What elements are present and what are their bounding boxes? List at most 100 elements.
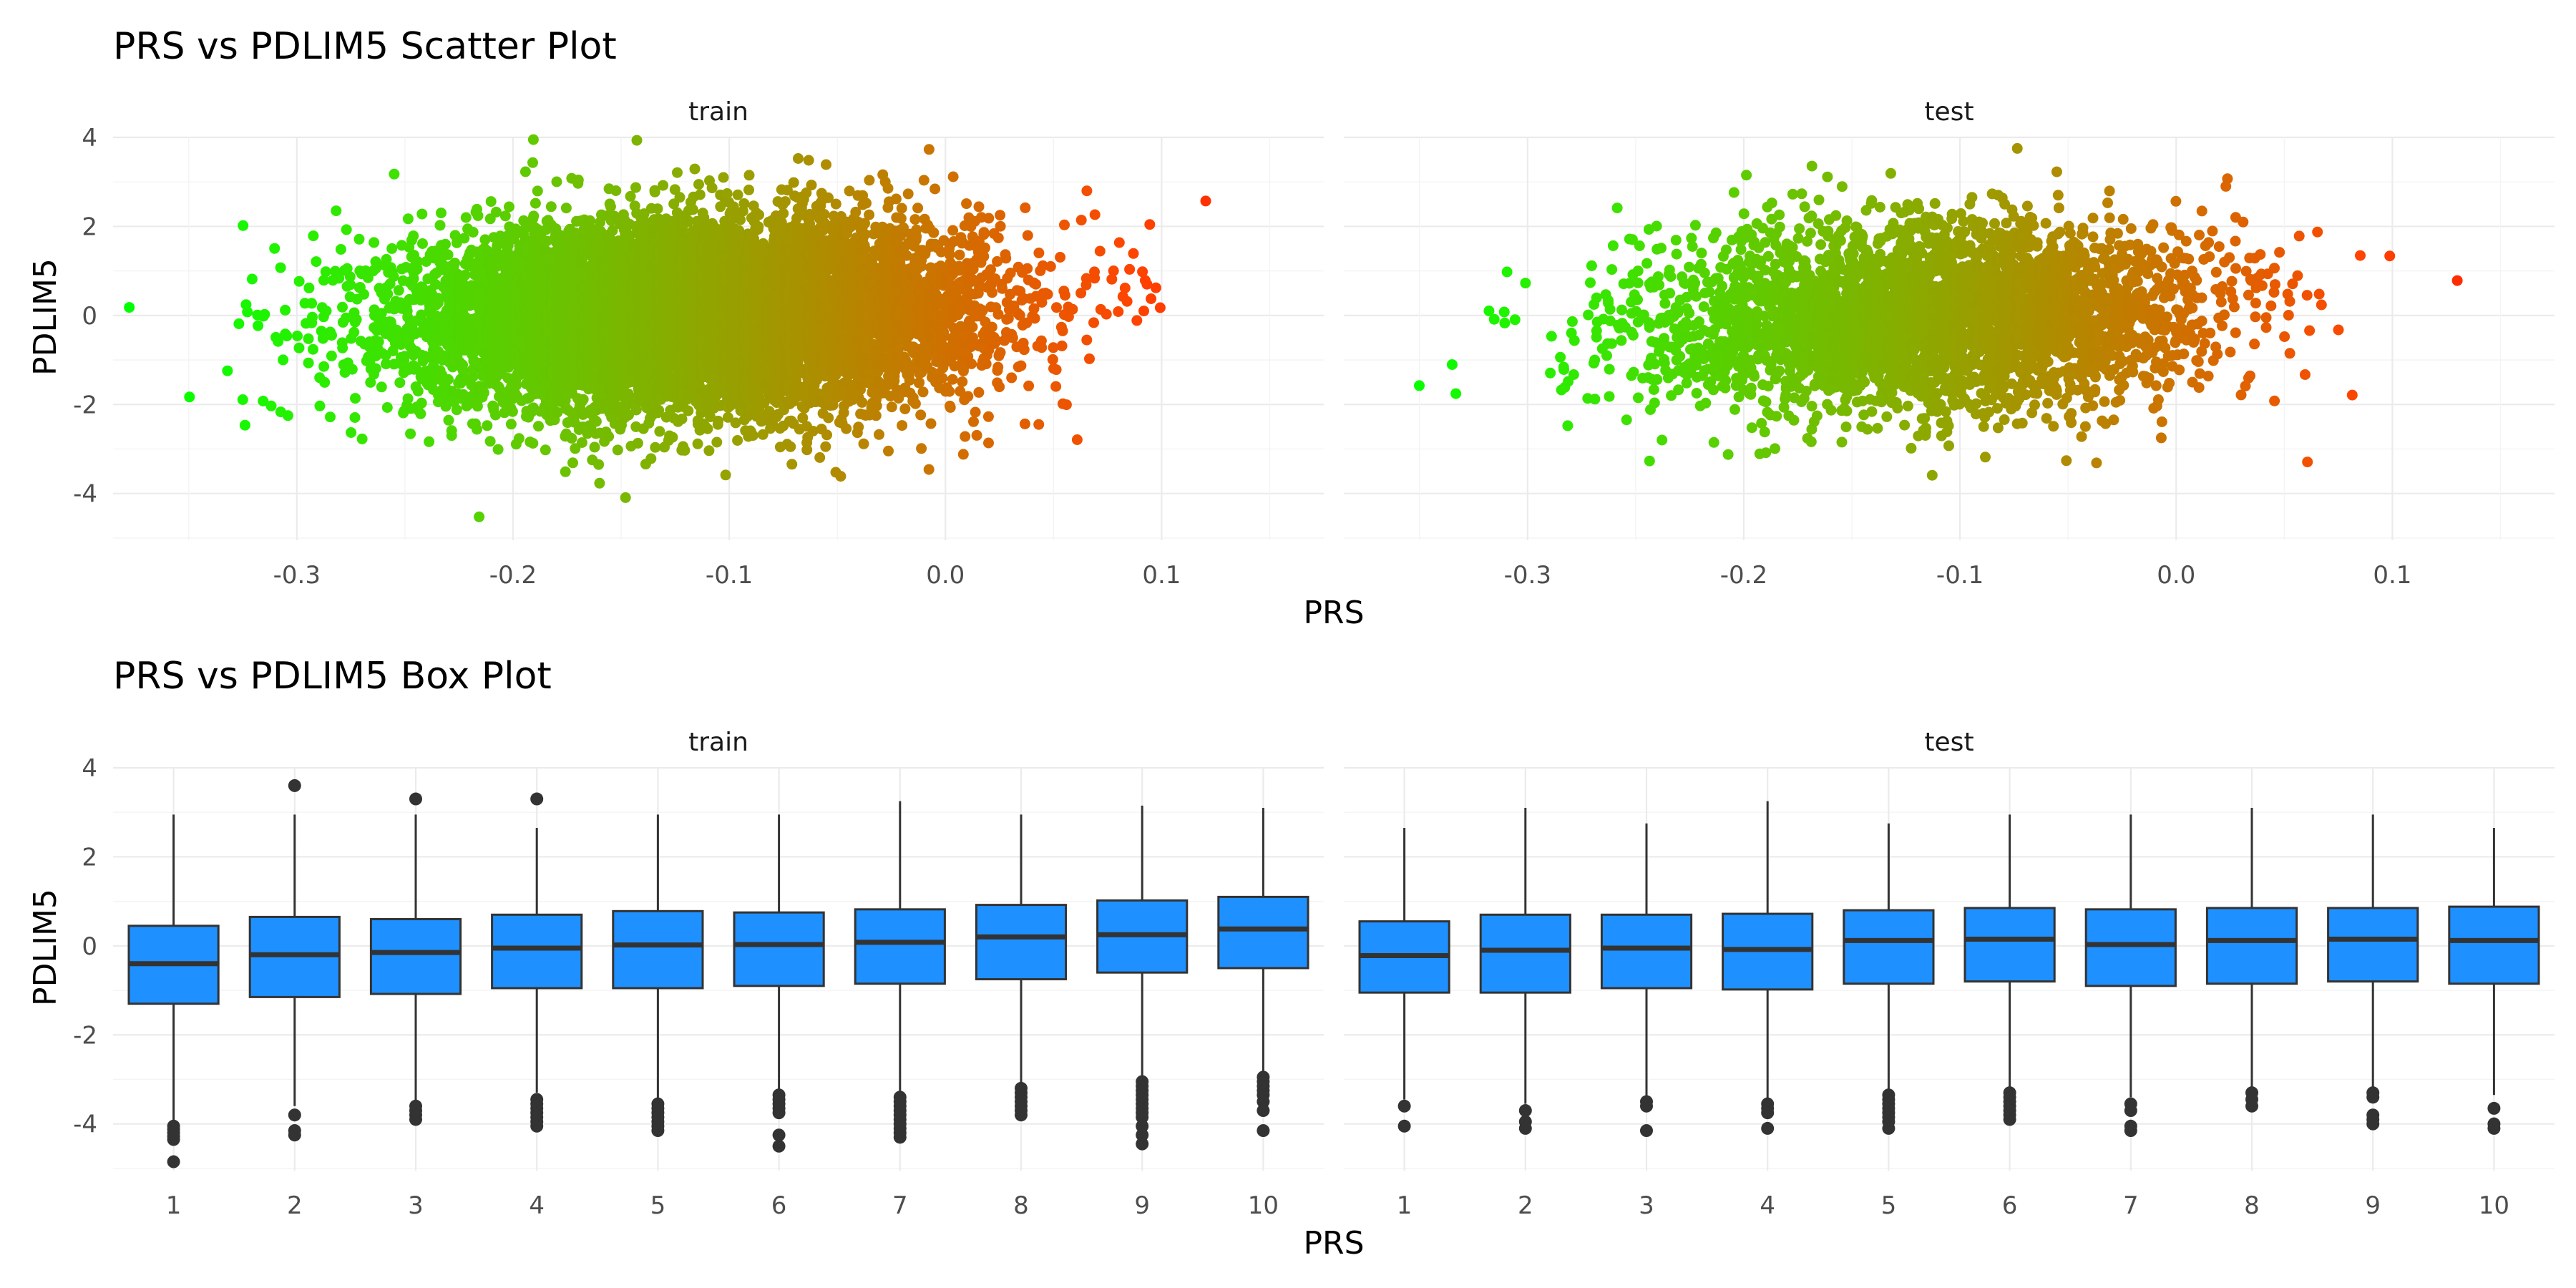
scatter-point: [393, 285, 404, 296]
scatter-point: [308, 230, 319, 242]
x-tick-label: -0.3: [273, 561, 321, 590]
scatter-point: [492, 444, 504, 455]
scatter-point: [460, 212, 472, 223]
y-tick-label: 4: [82, 124, 97, 152]
scatter-point: [246, 273, 258, 285]
scatter-point: [683, 405, 694, 416]
scatter-point: [590, 416, 602, 427]
scatter-point: [326, 350, 337, 361]
scatter-point: [474, 511, 485, 522]
scatter-point: [593, 459, 605, 470]
scatter-point: [388, 271, 399, 283]
scatter-point: [369, 237, 380, 248]
scatter-point: [365, 376, 376, 388]
scatter-point: [358, 288, 369, 300]
scatter-point: [282, 410, 293, 421]
scatter-point: [399, 351, 410, 362]
x-tick-label: 0.0: [926, 561, 965, 590]
scatter-point: [533, 421, 544, 432]
scatter-point: [505, 419, 517, 430]
scatter-point: [412, 386, 424, 397]
scatter-point: [370, 263, 381, 274]
scatter-point: [424, 436, 435, 447]
scatter-point: [632, 437, 643, 449]
scatter-point: [630, 182, 641, 193]
scatter-point: [472, 401, 483, 412]
scatter-point: [434, 220, 446, 231]
scatter-point: [415, 408, 426, 419]
scatter-point: [442, 249, 454, 260]
scatter-point: [278, 354, 289, 366]
scatter-point: [443, 414, 454, 426]
scatter-point: [519, 166, 531, 177]
scatter-point: [451, 404, 462, 416]
scatter-point: [373, 336, 384, 347]
scatter-point: [402, 393, 414, 404]
scatter-point: [560, 203, 572, 214]
scatter-point: [458, 366, 469, 377]
scatter-point: [694, 189, 706, 200]
scatter-point: [386, 243, 398, 254]
scatter-point: [389, 168, 400, 180]
scatter-point: [484, 436, 496, 447]
scatter-point: [566, 433, 577, 444]
scatter-point: [351, 313, 362, 325]
scatter-point: [337, 342, 348, 353]
scatter-point: [253, 320, 264, 331]
scatter-point: [603, 431, 615, 442]
scatter-point: [472, 424, 482, 435]
scatter-point: [333, 273, 345, 284]
scatter-point: [337, 301, 348, 313]
scatter-point: [702, 423, 713, 434]
scatter-point: [654, 426, 665, 437]
scatter-point: [376, 308, 387, 319]
scatter-point: [275, 262, 286, 273]
scatter-point: [381, 253, 392, 265]
scatter-plot-title: PRS vs PDLIM5 Scatter Plot: [113, 25, 617, 68]
scatter-point: [693, 179, 704, 190]
x-tick-label: 0.1: [1142, 561, 1181, 590]
scatter-point: [551, 176, 562, 187]
box-plot-title: PRS vs PDLIM5 Box Plot: [113, 655, 552, 698]
scatter-point: [320, 266, 331, 278]
scatter-point: [692, 438, 703, 449]
y-tick-label: -2: [73, 391, 97, 419]
scatter-point: [308, 343, 318, 355]
scatter-point: [408, 230, 419, 242]
scatter-point: [527, 134, 539, 145]
scatter-point: [356, 433, 368, 444]
scatter-point: [576, 437, 587, 448]
scatter-point: [269, 243, 280, 254]
scatter-point: [610, 185, 622, 196]
scatter-point: [306, 298, 318, 309]
scatter-point: [303, 333, 314, 344]
scatter-point: [459, 269, 471, 280]
scatter-point: [307, 311, 318, 323]
scatter-point: [572, 175, 584, 185]
scatter-point: [449, 258, 461, 269]
y-tick-label: 2: [82, 213, 97, 241]
scatter-point: [344, 271, 356, 283]
scatter-point: [341, 312, 352, 323]
scatter-point: [319, 376, 331, 388]
scatter-point: [318, 361, 330, 372]
scatter-point: [605, 201, 616, 213]
scatter-point: [594, 477, 605, 489]
scatter-point: [679, 444, 691, 456]
scatter-point: [612, 444, 623, 456]
scatter-point: [259, 308, 270, 320]
scatter-point: [394, 377, 406, 389]
scatter-point: [527, 157, 538, 168]
x-tick-label: -0.1: [706, 561, 753, 590]
scatter-point: [412, 256, 424, 267]
scatter-point: [311, 256, 322, 268]
x-tick-label: -0.2: [489, 561, 537, 590]
scatter-point: [620, 492, 631, 503]
scatter-point: [349, 412, 361, 423]
scatter-point: [443, 374, 454, 385]
scatter-point: [667, 431, 678, 443]
scatter-point: [237, 394, 248, 405]
scatter-point: [479, 234, 491, 245]
